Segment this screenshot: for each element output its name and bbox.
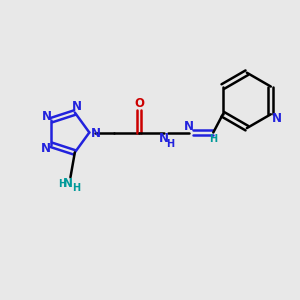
- Text: N: N: [272, 112, 282, 124]
- Text: H: H: [166, 139, 174, 148]
- Text: N: N: [184, 120, 194, 133]
- Text: H: H: [58, 179, 66, 189]
- Text: N: N: [42, 110, 52, 123]
- Text: H: H: [72, 183, 80, 193]
- Text: N: N: [91, 127, 101, 140]
- Text: N: N: [159, 132, 169, 146]
- Text: H: H: [209, 134, 218, 144]
- Text: N: N: [72, 100, 82, 113]
- Text: N: N: [41, 142, 51, 155]
- Text: O: O: [134, 98, 144, 110]
- Text: N: N: [63, 177, 73, 190]
